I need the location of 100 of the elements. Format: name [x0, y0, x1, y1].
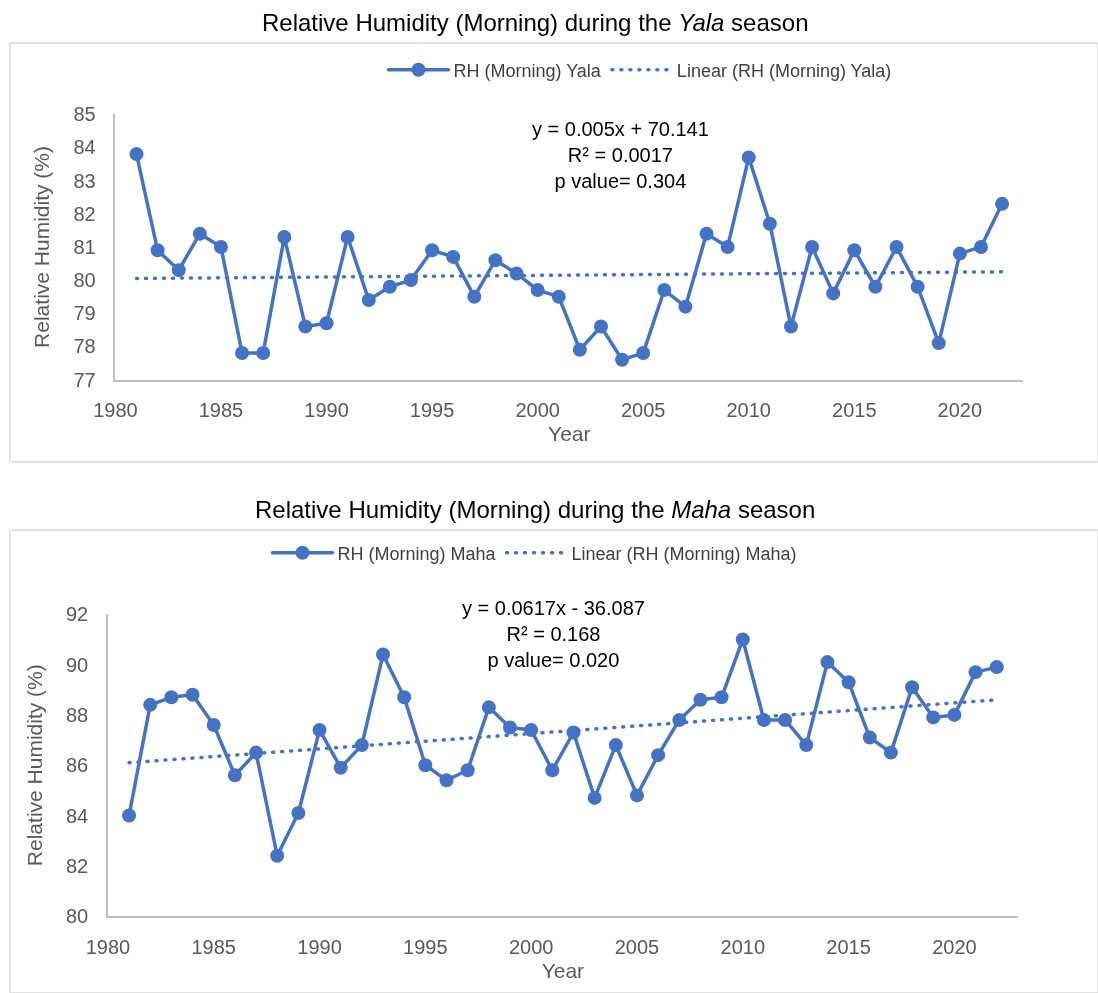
legend-label: Linear (RH (Morning) Yala) — [676, 60, 892, 81]
y-axis-title: Relative Humidity (%) — [30, 146, 54, 348]
x-tick-label: 1980 — [93, 399, 138, 422]
point — [164, 690, 179, 705]
point — [989, 660, 1004, 675]
point — [213, 239, 228, 254]
x-tick-label: 1985 — [198, 399, 244, 422]
y-tick-label: 84 — [65, 804, 89, 827]
annotation: R² = 0.168 — [506, 623, 601, 645]
x-tick-label: 2005 — [620, 399, 666, 422]
point — [439, 773, 454, 788]
point — [291, 805, 306, 820]
chart-title: Relative Humidity (Morning) during the Yala season — [262, 9, 809, 36]
annotation: p value= 0.304 — [554, 170, 687, 192]
point — [524, 722, 539, 737]
point — [826, 286, 841, 301]
point — [847, 243, 862, 258]
point — [206, 717, 221, 732]
y-tick-label: 83 — [73, 169, 96, 192]
x-axis-title: Year — [548, 422, 591, 446]
point — [185, 687, 200, 702]
x-tick-label: 1985 — [191, 935, 236, 958]
y-tick-label: 85 — [73, 103, 96, 126]
point — [862, 730, 877, 745]
point — [926, 710, 941, 725]
x-tick-label: 2020 — [932, 935, 977, 958]
point — [889, 239, 904, 254]
point — [227, 768, 242, 783]
point — [150, 243, 165, 258]
point — [122, 808, 137, 823]
point — [143, 697, 158, 712]
point — [298, 319, 313, 334]
point — [467, 289, 482, 304]
legend-label: RH (Morning) Yala — [453, 60, 602, 81]
point — [714, 690, 729, 705]
point — [425, 243, 440, 258]
point — [192, 226, 207, 241]
point — [741, 150, 756, 165]
point — [171, 263, 186, 278]
point — [376, 647, 391, 662]
x-tick-label: 1995 — [403, 935, 448, 958]
point — [235, 346, 250, 361]
point — [905, 680, 920, 695]
point — [545, 763, 560, 778]
point — [735, 632, 750, 647]
legend-label: RH (Morning) Maha — [337, 543, 497, 564]
y-tick-label: 81 — [73, 235, 96, 258]
y-tick-label: 82 — [65, 854, 89, 877]
point — [249, 745, 264, 760]
point — [699, 226, 714, 241]
chart-title: Relative Humidity (Morning) during the Maha season — [255, 496, 816, 523]
x-tick-label: 2005 — [614, 935, 660, 958]
point — [968, 665, 983, 680]
y-tick-label: 78 — [73, 335, 96, 358]
point — [657, 283, 672, 298]
annotation: y = 0.0617x - 36.087 — [462, 597, 645, 619]
point — [799, 738, 814, 753]
point — [340, 230, 355, 244]
annotation: R² = 0.0017 — [567, 144, 673, 166]
point — [778, 712, 793, 727]
y-axis-title: Relative Humidity (%) — [22, 664, 46, 867]
x-tick-label: 2015 — [832, 399, 877, 422]
annotation: y = 0.005x + 70.141 — [532, 118, 709, 140]
point — [319, 316, 334, 331]
point — [931, 336, 946, 351]
point — [820, 655, 835, 670]
y-tick-label: 82 — [73, 202, 96, 225]
x-tick-label: 2020 — [937, 399, 983, 422]
y-tick-label: 79 — [73, 302, 96, 325]
point — [333, 760, 348, 775]
point — [720, 239, 735, 254]
point — [270, 848, 285, 863]
y-tick-label: 90 — [65, 653, 89, 676]
x-tick-label: 1980 — [85, 935, 131, 958]
point — [418, 758, 433, 773]
point — [503, 720, 517, 735]
point — [651, 748, 666, 763]
x-tick-label: 1995 — [409, 399, 455, 422]
point — [277, 230, 292, 244]
x-tick-label: 2010 — [720, 935, 766, 958]
y-tick-label: 92 — [65, 603, 89, 626]
point — [361, 293, 376, 307]
x-tick-label: 1990 — [304, 399, 349, 422]
point — [805, 239, 820, 254]
point — [256, 346, 271, 361]
point — [910, 279, 925, 294]
point — [530, 283, 545, 298]
point — [615, 352, 630, 367]
y-tick-label: 77 — [73, 368, 96, 391]
y-tick-label: 80 — [73, 269, 96, 292]
point — [593, 319, 608, 334]
x-tick-label: 2000 — [515, 399, 560, 422]
annotation: p value= 0.020 — [487, 649, 620, 671]
point — [608, 738, 623, 753]
x-tick-label: 2015 — [826, 935, 871, 958]
y-tick-label: 84 — [73, 136, 96, 159]
point — [783, 319, 798, 334]
point — [952, 246, 967, 261]
point — [636, 346, 651, 361]
point — [572, 342, 587, 357]
